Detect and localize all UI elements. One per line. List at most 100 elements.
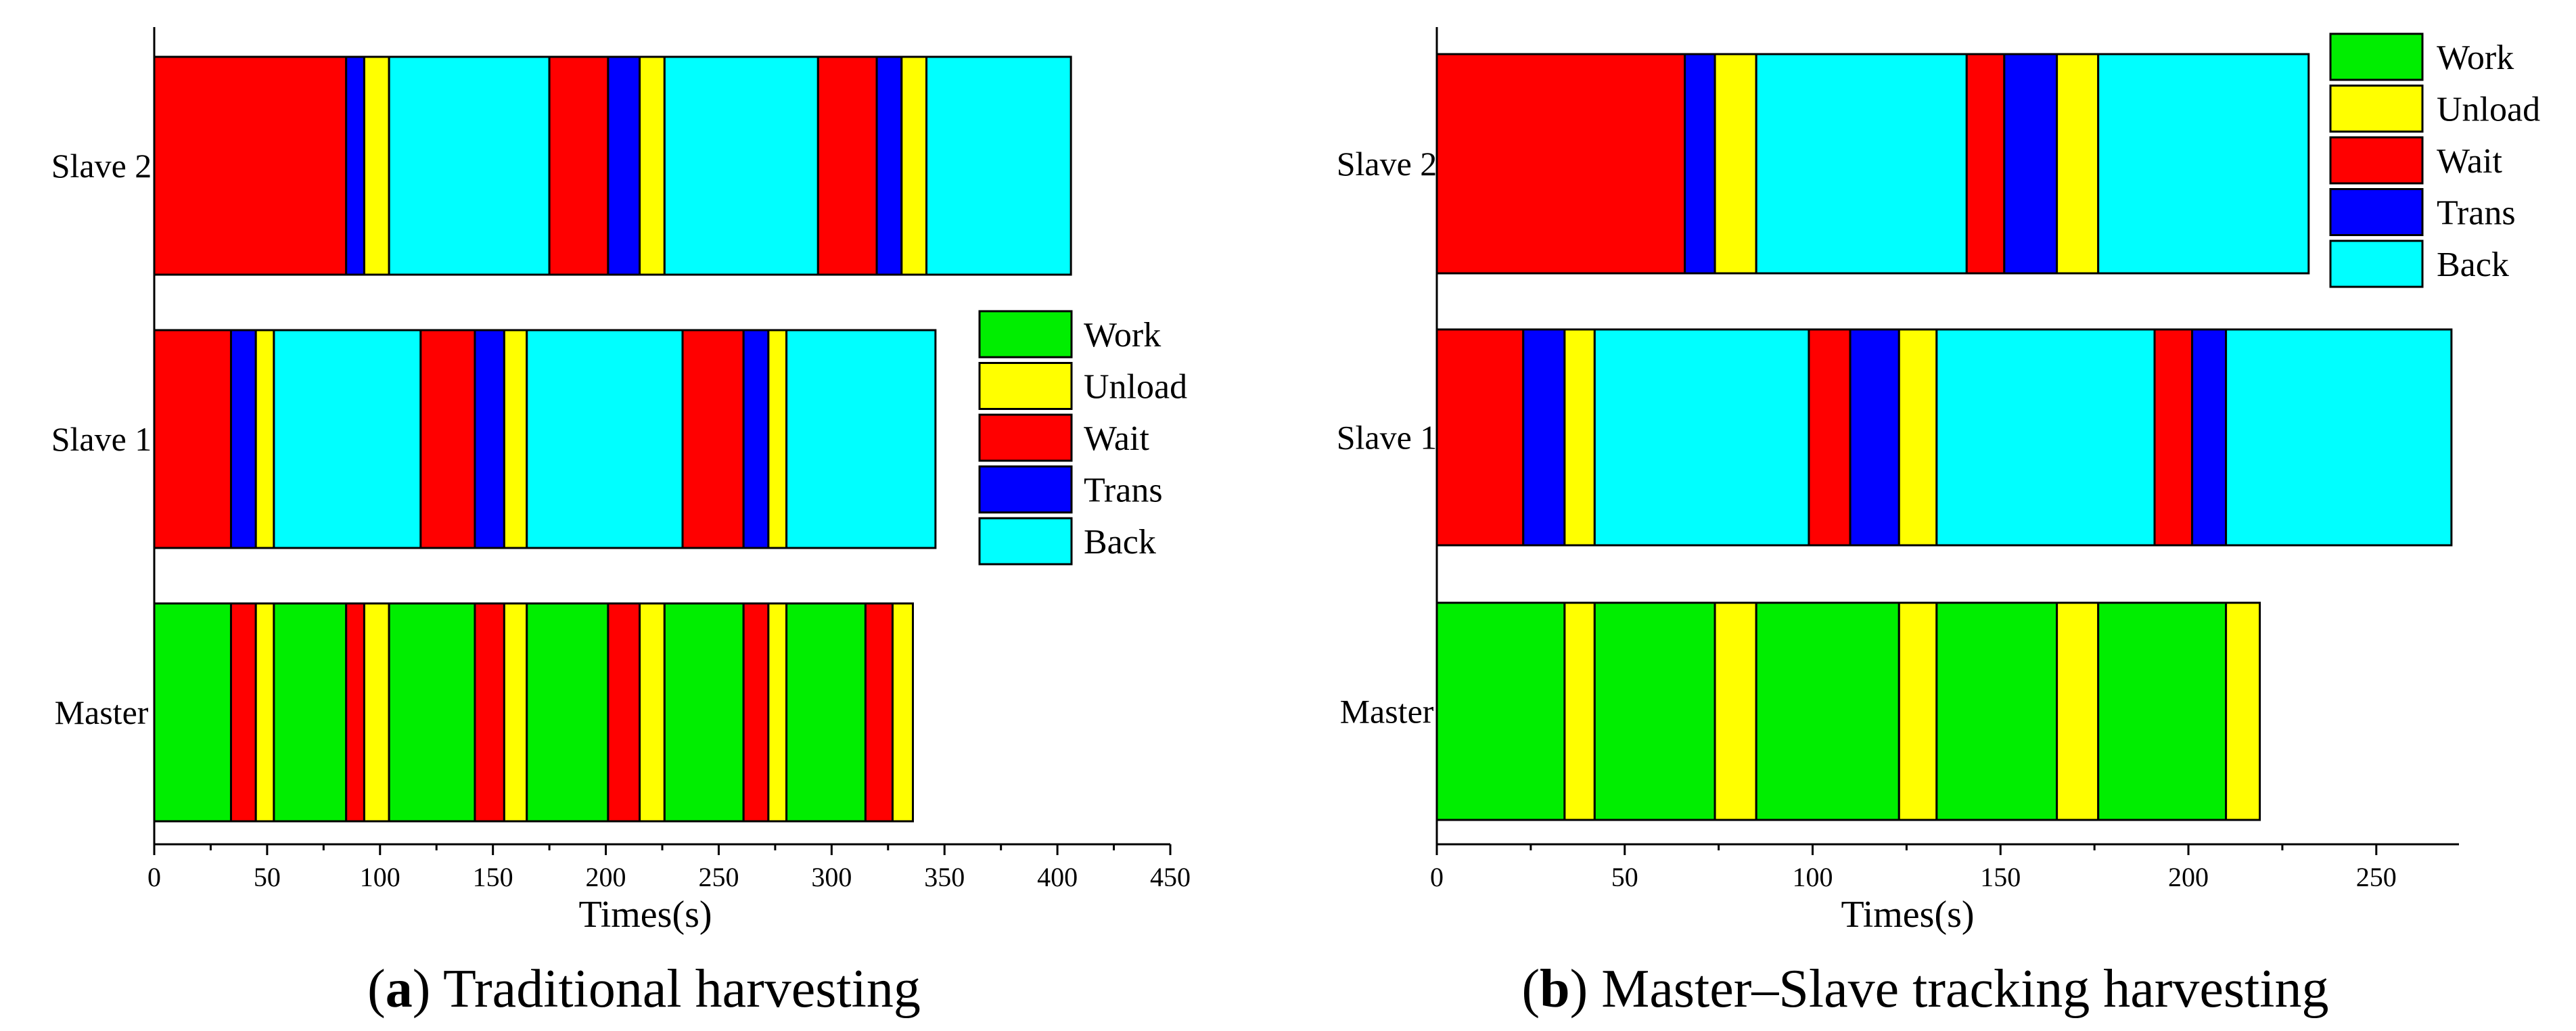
panel-a-legend-label-work: Work bbox=[1084, 316, 1161, 354]
panel-b-bars bbox=[1435, 53, 2453, 821]
panel-a-master-segment-5-wait bbox=[345, 602, 365, 823]
panel-b-slave-2-segment-2-trans bbox=[1684, 53, 1716, 275]
panel-b-master-segment-5-work bbox=[1755, 601, 1900, 821]
panel-b-slave-2-segment-7-unload bbox=[2056, 53, 2100, 275]
panel-a-master-segment-14-wait bbox=[742, 602, 770, 823]
panel-b-slave-1-segment-8-back bbox=[1935, 328, 2156, 547]
panel-a-x-axis: 0 50 100 150 200 250 300 350 400 450 bbox=[147, 27, 1191, 892]
panel-a-x-tick-label-250: 250 bbox=[698, 862, 739, 892]
panel-b-master-segment-1-work bbox=[1435, 601, 1566, 821]
panel-a-category-label-master: Master bbox=[55, 693, 149, 731]
panel-a-master-segment-1-work bbox=[153, 602, 232, 823]
panel-b-master-segment-10-unload bbox=[2225, 601, 2261, 821]
panel-a-slave-2-segment-9-wait bbox=[816, 55, 878, 276]
panel-a-slave-1-segment-7-unload bbox=[503, 329, 528, 549]
panel-a-slave-1-segment-5-wait bbox=[419, 329, 476, 549]
panel-a-slave-2-segment-11-unload bbox=[900, 55, 928, 276]
panel-a-master-segment-13-work bbox=[663, 602, 745, 823]
panel-b-x-tick-label-200: 200 bbox=[2168, 862, 2209, 892]
panel-a-master-segment-10-work bbox=[526, 602, 610, 823]
panel-b-master-segment-6-unload bbox=[1898, 601, 1938, 821]
panel-a-legend-label-wait: Wait bbox=[1084, 419, 1149, 458]
panel-a-legend-label-back: Back bbox=[1084, 523, 1156, 562]
panel-b-x-tick-label-0: 0 bbox=[1430, 862, 1444, 892]
panel-b-master-segment-8-unload bbox=[2056, 601, 2100, 821]
panel-b-x-tick-label-50: 50 bbox=[1611, 862, 1638, 892]
panel-a-caption-text: Traditional harvesting bbox=[443, 959, 921, 1019]
panel-b-legend-swatch-wait bbox=[2329, 136, 2424, 185]
panel-a-master-segment-4-work bbox=[273, 602, 348, 823]
panel-a-slave-1-segment-12-back bbox=[785, 329, 937, 549]
panel-a-bars bbox=[153, 55, 1072, 823]
panel-b-slave-1-segment-10-trans bbox=[2191, 328, 2228, 547]
panel-a-slave-1-segment-3-unload bbox=[254, 329, 275, 549]
panel-b-slave-1-segment-2-trans bbox=[1522, 328, 1566, 547]
panel-a-master-segment-18-unload bbox=[891, 602, 914, 823]
panel-a-master-segment-11-wait bbox=[607, 602, 641, 823]
panel-a-slave-1-segment-11-unload bbox=[767, 329, 788, 549]
panel-a-slave-2-segment-7-unload bbox=[639, 55, 666, 276]
panel-b-slave-1-segment-5-wait bbox=[1808, 328, 1852, 547]
panel-a-category-labels: Master Slave 1 Slave 2 bbox=[51, 147, 152, 731]
panel-a-x-axis-title: Times(s) bbox=[578, 894, 712, 936]
panel-b-legend-label-back: Back bbox=[2437, 246, 2509, 284]
panel-a-master-segment-3-unload bbox=[254, 602, 275, 823]
panel-a-x-tick-label-300: 300 bbox=[811, 862, 852, 892]
panel-b-legend: Work Unload Wait Trans Back bbox=[2329, 32, 2540, 288]
panel-b-slave-1-segment-11-back bbox=[2225, 328, 2453, 547]
panel-a-legend-swatch-trans bbox=[978, 465, 1073, 513]
panel-a-x-tick-label-0: 0 bbox=[147, 862, 161, 892]
panel-a-legend-swatch-back bbox=[978, 517, 1073, 566]
panel-b-caption: (b) Master–Slave tracking harvesting bbox=[1521, 959, 2328, 1019]
panel-a-x-tick-label-350: 350 bbox=[924, 862, 965, 892]
panel-b-x-tick-label-100: 100 bbox=[1793, 862, 1833, 892]
panel-b-slave-1-segment-7-unload bbox=[1898, 328, 1938, 547]
panel-a-caption: (a) Traditional harvesting bbox=[367, 959, 921, 1019]
panel-a-slave-2-segment-8-back bbox=[663, 55, 819, 276]
panel-a-master-segment-16-work bbox=[785, 602, 867, 823]
panel-b-slave-2-segment-1-wait bbox=[1435, 53, 1686, 275]
panel-a-master-segment-9-unload bbox=[503, 602, 528, 823]
panel-a-slave-2-segment-12-back bbox=[925, 55, 1072, 276]
panel-a-slave-1-segment-10-trans bbox=[742, 329, 770, 549]
panel-a-legend-label-unload: Unload bbox=[1084, 368, 1187, 407]
panel-b-slave-2-segment-8-back bbox=[2097, 53, 2310, 275]
panel-a-slave-2-segment-10-trans bbox=[875, 55, 903, 276]
panel-b-legend-swatch-work bbox=[2329, 32, 2424, 81]
panel-b-legend-swatch-back bbox=[2329, 239, 2424, 288]
panel-b-slave-1-segment-4-back bbox=[1593, 328, 1810, 547]
panel-b-slave-1-segment-1-wait bbox=[1435, 328, 1525, 547]
panel-a-master-segment-7-work bbox=[388, 602, 476, 823]
panel-b-x-tick-label-250: 250 bbox=[2356, 862, 2397, 892]
panel-b-category-label-slave-1: Slave 1 bbox=[1337, 419, 1438, 457]
panel-a-master-segment-6-unload bbox=[363, 602, 390, 823]
panel-a-x-tick-label-200: 200 bbox=[586, 862, 626, 892]
panel-a-slave-2-segment-4-back bbox=[388, 55, 551, 276]
panel-a-category-label-slave-2: Slave 2 bbox=[51, 147, 152, 185]
panel-b-master-segment-7-work bbox=[1935, 601, 2058, 821]
panel-a-legend: Work Unload Wait Trans Back bbox=[978, 310, 1187, 566]
panel-b-master-segment-3-work bbox=[1593, 601, 1716, 821]
panel-a-legend-swatch-work bbox=[978, 310, 1073, 359]
panel-a-legend-swatch-wait bbox=[978, 413, 1073, 462]
panel-b-master-segment-4-unload bbox=[1714, 601, 1757, 821]
panel-b-legend-swatch-trans bbox=[2329, 188, 2424, 236]
panel-b-slave-2-segment-6-trans bbox=[2003, 53, 2058, 275]
panel-b-master-segment-9-work bbox=[2097, 601, 2228, 821]
panel-b-slave-1-segment-9-wait bbox=[2153, 328, 2194, 547]
panel-b-slave-2-segment-3-unload bbox=[1714, 53, 1757, 275]
panel-a-slave-2-segment-2-trans bbox=[345, 55, 365, 276]
panel-a-slave-1-segment-1-wait bbox=[153, 329, 232, 549]
panel-a-slave-1-segment-2-trans bbox=[229, 329, 257, 549]
panel-b-slave-1-segment-6-trans bbox=[1849, 328, 1900, 547]
panel-a-slave-1-segment-4-back bbox=[273, 329, 422, 549]
panel-b-legend-label-work: Work bbox=[2437, 39, 2514, 77]
panel-a-slave-1-segment-9-wait bbox=[681, 329, 745, 549]
panel-b-slave-2-segment-4-back bbox=[1755, 53, 1968, 275]
panel-b-category-label-master: Master bbox=[1340, 693, 1434, 731]
panel-b-x-axis-title: Times(s) bbox=[1841, 894, 1974, 936]
panel-a-slave-2-segment-6-trans bbox=[607, 55, 641, 276]
panel-b-legend-label-unload: Unload bbox=[2437, 91, 2540, 129]
panel-b-legend-swatch-unload bbox=[2329, 85, 2424, 133]
panel-b-slave-2-segment-5-wait bbox=[1965, 53, 2006, 275]
